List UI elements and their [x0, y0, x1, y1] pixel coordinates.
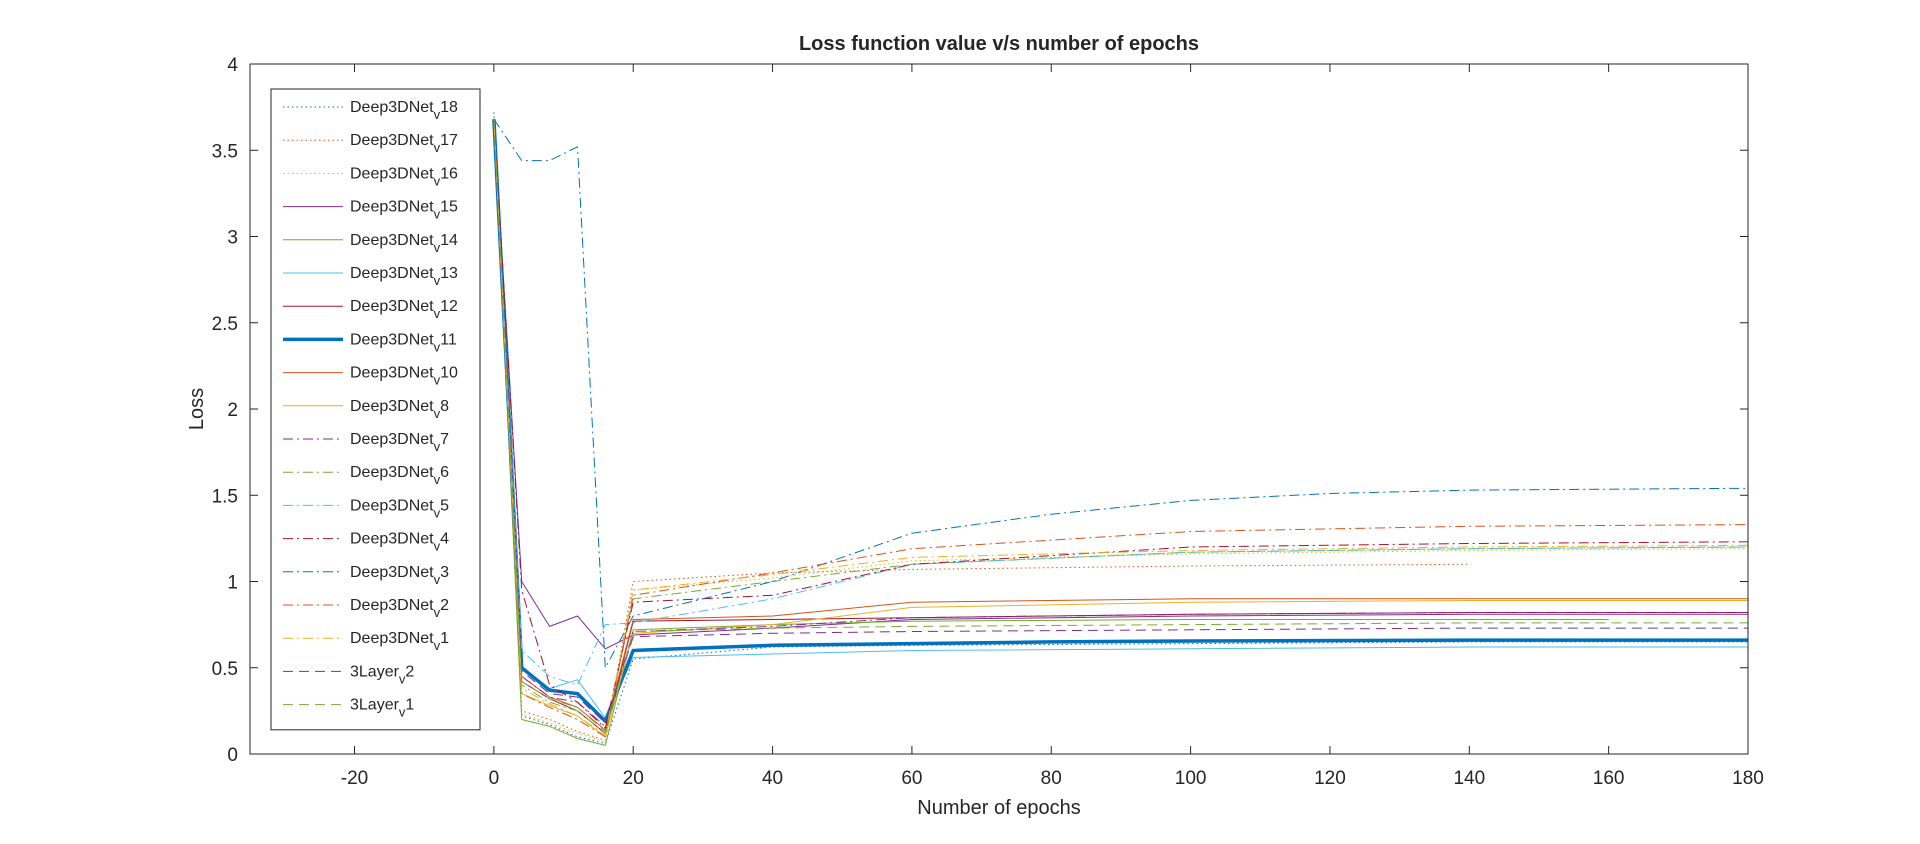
x-axis-title: Number of epochs: [917, 797, 1080, 819]
legend-label: 3Layerv2: [350, 663, 414, 686]
legend-label: Deep3DNetv2: [350, 597, 449, 620]
legend-box: [270, 88, 481, 731]
legend-label: 3Layerv1: [350, 697, 414, 720]
legend-label: Deep3DNetv6: [350, 464, 449, 487]
x-tick-label: 80: [1041, 768, 1062, 789]
series-line-18: [493, 119, 1748, 724]
series-line-14: [493, 119, 1749, 729]
legend-label: Deep3DNetv4: [350, 531, 449, 554]
x-tick-label: 140: [1453, 768, 1485, 789]
series-line-11: [493, 119, 1748, 727]
x-tick-label: 180: [1732, 768, 1764, 789]
x-tick-label: 120: [1314, 768, 1346, 789]
legend-label: Deep3DNetv11: [350, 331, 457, 354]
legend-label: Deep3DNetv3: [350, 564, 449, 587]
series-line-1: [493, 112, 1748, 745]
x-tick-label: 160: [1593, 768, 1625, 789]
legend-label: Deep3DNetv16: [350, 165, 458, 188]
series-line-15: [493, 118, 1749, 669]
legend: Deep3DNetv18 Deep3DNetv17 Deep3DNetv16 Deep…: [270, 88, 481, 731]
tick-layer: -20 0 20 40 60 80 100 120 140 160 180 0 0.5 1 1.5 2 2.5 3…: [212, 55, 1764, 789]
x-tick-label: 0: [489, 768, 500, 789]
x-tick-label: -20: [341, 768, 368, 789]
y-tick-label: 2.5: [212, 314, 238, 335]
legend-label: Deep3DNetv12: [350, 298, 458, 321]
series-line-5: [493, 119, 1609, 746]
legend-label: Deep3DNetv5: [350, 497, 449, 520]
y-tick-label: 1: [227, 573, 238, 594]
legend-label: Deep3DNetv7: [350, 431, 449, 454]
series-line-17: [493, 119, 1749, 736]
y-tick-label: 0: [227, 745, 238, 766]
x-tick-label: 60: [901, 768, 922, 789]
x-tick-label: 100: [1175, 768, 1207, 789]
series-layer: [492, 112, 1749, 746]
legend-label: Deep3DNetv17: [350, 132, 458, 155]
y-tick-label: 0.5: [212, 659, 238, 680]
series-line-16: [493, 119, 1749, 738]
legend-label: Deep3DNetv14: [350, 232, 458, 255]
legend-label: Deep3DNetv15: [350, 199, 458, 222]
legend-label: Deep3DNetv13: [350, 265, 458, 288]
y-tick-label: 4: [227, 55, 238, 76]
y-tick-label: 3.5: [212, 141, 238, 162]
series-line-12: [493, 119, 1749, 734]
x-tick-label: 20: [623, 768, 644, 789]
legend-label: Deep3DNetv10: [350, 365, 458, 388]
y-tick-label: 3: [227, 228, 238, 249]
series-line-10: [493, 119, 1748, 738]
x-tick-label: 40: [762, 768, 783, 789]
y-axis-title: Loss: [186, 388, 208, 430]
plot-area: -20 0 20 40 60 80 100 120 140 160 180 0 0.5 1 1.5 2 2.5 3…: [212, 55, 1764, 789]
legend-label: Deep3DNetv18: [350, 99, 458, 122]
legend-label: Deep3DNetv1: [350, 630, 449, 653]
series-line-8: [492, 119, 1748, 723]
series-line-19: [493, 119, 1748, 733]
chart-title: Loss function value v/s number of epochs: [799, 33, 1199, 55]
y-tick-label: 1.5: [212, 486, 238, 507]
series-line-3: [493, 115, 1749, 743]
legend-label: Deep3DNetv8: [350, 398, 449, 421]
y-tick-label: 2: [227, 400, 238, 421]
